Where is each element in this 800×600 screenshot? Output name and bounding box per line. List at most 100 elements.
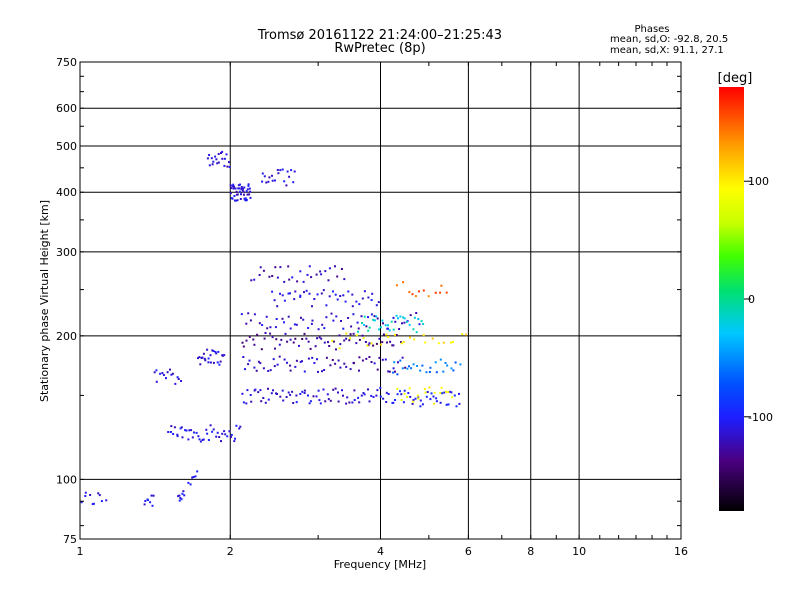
data-point bbox=[240, 193, 242, 196]
data-point bbox=[230, 433, 233, 436]
data-point bbox=[261, 324, 264, 326]
data-point bbox=[459, 363, 462, 366]
data-point bbox=[379, 343, 382, 346]
data-point bbox=[450, 391, 453, 394]
data-point bbox=[283, 180, 286, 183]
data-point bbox=[378, 337, 381, 340]
data-point bbox=[320, 337, 323, 340]
data-point bbox=[394, 370, 396, 373]
data-point bbox=[212, 361, 215, 364]
data-point bbox=[343, 339, 346, 342]
data-point bbox=[425, 395, 428, 398]
data-point bbox=[367, 329, 370, 332]
data-point bbox=[253, 366, 256, 369]
data-point bbox=[239, 425, 242, 428]
data-point bbox=[294, 365, 297, 368]
data-point bbox=[327, 279, 330, 282]
data-point bbox=[439, 401, 442, 404]
data-point bbox=[295, 323, 298, 326]
data-point bbox=[435, 397, 438, 400]
data-point bbox=[252, 338, 255, 341]
data-point bbox=[345, 337, 348, 340]
data-point bbox=[452, 369, 455, 372]
data-point bbox=[360, 315, 363, 318]
data-point bbox=[197, 435, 200, 438]
data-point bbox=[276, 393, 278, 395]
data-point bbox=[235, 190, 238, 193]
data-point bbox=[340, 320, 342, 322]
data-point bbox=[334, 387, 337, 390]
data-point bbox=[367, 388, 369, 391]
data-point bbox=[267, 370, 270, 372]
data-point bbox=[279, 169, 282, 172]
y-axis-ticks: 75 100 200 300 400 500 600 750 bbox=[56, 56, 681, 546]
data-point bbox=[394, 399, 396, 401]
data-point bbox=[209, 354, 212, 357]
x-axis-ticks: 1 2 4 6 8 10 16 bbox=[77, 62, 688, 558]
data-point bbox=[395, 314, 398, 317]
data-point bbox=[327, 341, 329, 344]
data-point bbox=[270, 392, 273, 395]
data-point bbox=[271, 275, 274, 277]
data-point bbox=[441, 392, 443, 395]
data-point bbox=[388, 370, 391, 373]
data-point bbox=[261, 180, 264, 183]
data-point bbox=[375, 304, 378, 307]
data-point bbox=[346, 396, 349, 399]
data-point bbox=[216, 162, 219, 165]
data-point bbox=[335, 315, 338, 318]
data-point bbox=[233, 195, 236, 197]
data-point bbox=[232, 187, 235, 190]
data-point bbox=[356, 321, 359, 324]
data-point bbox=[340, 268, 343, 270]
data-point bbox=[345, 365, 348, 368]
data-point bbox=[379, 395, 382, 398]
data-point bbox=[412, 399, 415, 402]
data-point bbox=[229, 184, 232, 187]
data-point bbox=[238, 187, 241, 190]
data-point bbox=[414, 295, 417, 298]
data-point bbox=[387, 393, 390, 395]
data-point bbox=[349, 333, 352, 336]
data-point bbox=[211, 349, 214, 352]
data-point bbox=[449, 341, 452, 344]
data-point bbox=[368, 326, 371, 329]
data-point bbox=[305, 289, 308, 292]
data-point bbox=[91, 503, 94, 506]
data-point bbox=[361, 322, 363, 324]
data-point bbox=[337, 359, 340, 362]
data-point bbox=[281, 168, 284, 171]
data-point bbox=[387, 324, 389, 327]
data-point bbox=[238, 427, 241, 430]
data-point bbox=[224, 433, 227, 436]
data-point bbox=[273, 299, 276, 302]
data-point bbox=[177, 378, 180, 380]
data-point bbox=[246, 389, 249, 392]
data-point bbox=[401, 356, 404, 359]
data-point bbox=[400, 399, 403, 401]
data-point bbox=[422, 334, 425, 337]
data-point bbox=[357, 396, 360, 399]
data-point bbox=[289, 327, 292, 330]
data-point bbox=[408, 365, 410, 368]
data-point bbox=[290, 169, 293, 172]
data-point bbox=[455, 405, 458, 408]
data-point bbox=[424, 341, 427, 344]
data-point bbox=[363, 323, 365, 326]
data-point bbox=[231, 197, 234, 200]
data-point bbox=[233, 185, 236, 188]
data-point bbox=[190, 429, 193, 432]
data-point bbox=[263, 337, 266, 340]
data-point bbox=[269, 369, 272, 372]
data-point bbox=[429, 366, 432, 369]
data-point bbox=[404, 366, 407, 369]
data-point bbox=[368, 342, 371, 345]
data-point bbox=[332, 290, 334, 293]
data-point bbox=[384, 358, 387, 361]
data-point bbox=[388, 329, 391, 332]
data-point bbox=[445, 291, 448, 294]
data-point bbox=[429, 398, 432, 401]
data-point bbox=[303, 389, 306, 392]
data-point bbox=[210, 157, 213, 160]
data-point bbox=[276, 363, 279, 366]
